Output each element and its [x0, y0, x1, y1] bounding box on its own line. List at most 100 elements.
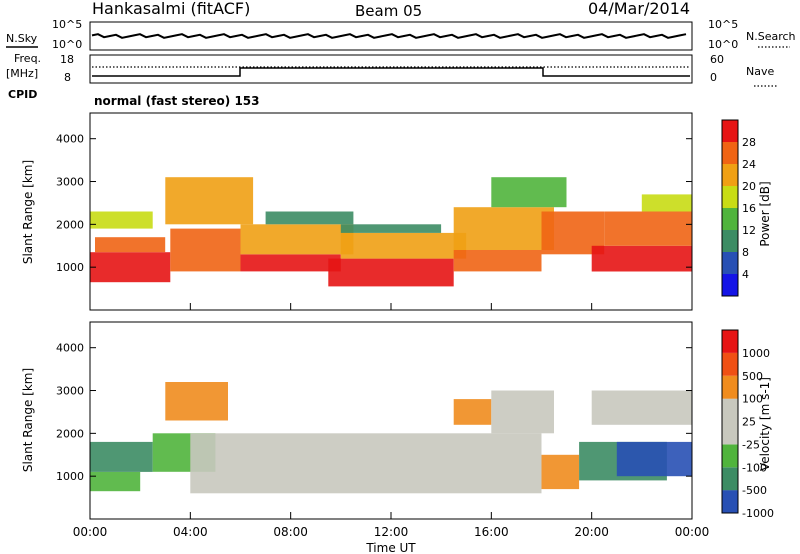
- station-title: Hankasalmi (fitACF): [92, 0, 250, 18]
- velocity-colorbar-tick: 500: [742, 370, 763, 383]
- power-colorbar-tick: 12: [742, 224, 756, 237]
- power-cell-2: [90, 211, 153, 229]
- velocity-cell-0: [90, 471, 141, 492]
- freq-tick-right-bottom: 0: [710, 71, 717, 84]
- freq-label-1: Freq.: [14, 52, 41, 65]
- colorbar-band: [722, 330, 738, 353]
- power-colorbar-tick: 4: [742, 268, 749, 281]
- velocity-colorbar-tick: -1000: [742, 507, 774, 520]
- velocity-cell-5: [453, 399, 492, 425]
- power-cell-13: [491, 177, 567, 208]
- colorbar-band: [722, 230, 738, 252]
- velocity-y-label: Slant Range [km]: [21, 368, 35, 472]
- velocity-colorbar-tick: -25: [742, 438, 760, 451]
- x-axis: 00:00 04:00 08:00 12:00 16:00 20:00 00:00: [73, 303, 710, 539]
- beam-title: Beam 05: [355, 2, 422, 20]
- colorbar-frame: [721, 329, 739, 514]
- colorbar-frame: [721, 119, 739, 297]
- noise-tick-right-bottom: 10^0: [708, 38, 738, 51]
- y-tick-label: 1000: [56, 261, 84, 274]
- y-tick-label: 2000: [56, 218, 84, 231]
- freq-tick-left-top: 18: [60, 53, 74, 66]
- velocity-colorbar-tick: -100: [742, 461, 767, 474]
- cpid-label: CPID: [8, 88, 37, 101]
- colorbar-band: [722, 142, 738, 164]
- power-y-axis: 1000 2000 3000 4000: [56, 133, 692, 274]
- power-cell-7: [265, 211, 354, 225]
- y-tick-label: 1000: [56, 470, 84, 483]
- y-tick-label: 3000: [56, 176, 84, 189]
- power-colorbar-tick: 16: [742, 202, 756, 215]
- x-tick-label: 00:00: [675, 525, 710, 539]
- velocity-colorbar: 1000 500 100 25 -25 -100 -500 -1000: [721, 329, 774, 520]
- power-cell-12: [453, 207, 554, 250]
- power-cell-16: [604, 211, 692, 246]
- x-tick-label: 16:00: [474, 525, 509, 539]
- power-colorbar-label: Power [dB]: [758, 181, 772, 246]
- velocity-colorbar-tick: 25: [742, 416, 756, 429]
- velocity-heatmap: [90, 382, 693, 494]
- colorbar-band: [722, 467, 738, 491]
- colorbar-band: [722, 490, 738, 513]
- colorbar-band: [722, 274, 738, 296]
- power-cell-10: [340, 224, 442, 233]
- velocity-cell-4: [190, 433, 542, 494]
- x-tick-label: 00:00: [73, 525, 108, 539]
- y-tick-label: 2000: [56, 427, 84, 440]
- power-cell-5: [240, 254, 341, 272]
- velocity-cell-6: [491, 390, 554, 434]
- colorbar-band: [722, 186, 738, 208]
- noise-panel-frame: [89, 21, 693, 51]
- y-tick-label: 4000: [56, 342, 84, 355]
- velocity-colorbar-label: Velocity [m s-1]: [758, 377, 772, 471]
- power-cell-4: [165, 177, 254, 225]
- noise-tick-left-bottom: 10^0: [52, 38, 82, 51]
- colorbar-band: [722, 252, 738, 274]
- colorbar-band: [722, 208, 738, 230]
- noise-sky-trace: [91, 33, 687, 39]
- freq-tick-right-top: 60: [710, 53, 724, 66]
- noise-left-label: N.Sky: [6, 32, 38, 45]
- freq-trace: [92, 67, 690, 77]
- colorbar-band: [722, 352, 738, 376]
- power-cell-9: [340, 232, 467, 259]
- power-colorbar-tick: 20: [742, 180, 756, 193]
- velocity-cell-9: [616, 441, 693, 477]
- velocity-colorbar-tick: 1000: [742, 347, 770, 360]
- colorbar-band: [722, 398, 738, 422]
- colorbar-band: [722, 421, 738, 445]
- power-colorbar: 4 8 12 16 20 24 28: [721, 119, 756, 297]
- colorbar-band: [722, 444, 738, 468]
- x-tick-label: 12:00: [374, 525, 409, 539]
- power-cell-15: [591, 245, 692, 272]
- nave-label: Nave: [746, 65, 774, 78]
- noise-tick-right-top: 10^5: [708, 18, 738, 31]
- noise-right-label: N.Search: [746, 30, 796, 43]
- x-axis-label: Time UT: [365, 541, 416, 554]
- power-cell-6: [240, 224, 354, 255]
- colorbar-band: [722, 120, 738, 142]
- date-title: 04/Mar/2014: [588, 0, 690, 18]
- y-tick-label: 4000: [56, 133, 84, 146]
- power-y-label: Slant Range [km]: [21, 160, 35, 264]
- power-cell-1: [95, 237, 166, 253]
- power-cell-0: [90, 252, 171, 283]
- power-cell-17: [641, 194, 692, 212]
- velocity-colorbar-tick: 100: [742, 393, 763, 406]
- velocity-cell-7: [541, 454, 580, 490]
- velocity-cell-1: [90, 441, 153, 472]
- power-colorbar-tick: 24: [742, 158, 756, 171]
- x-tick-label: 04:00: [173, 525, 208, 539]
- noise-tick-left-top: 10^5: [52, 18, 82, 31]
- power-colorbar-tick: 28: [742, 136, 756, 149]
- cpid-mode-text: normal (fast stereo) 153: [94, 94, 260, 108]
- y-tick-label: 3000: [56, 385, 84, 398]
- freq-tick-left-bottom: 8: [64, 71, 71, 84]
- velocity-colorbar-tick: -500: [742, 484, 767, 497]
- power-cell-3: [170, 228, 241, 272]
- x-tick-label: 08:00: [273, 525, 308, 539]
- velocity-cell-10: [591, 390, 692, 425]
- power-cell-8: [328, 258, 454, 287]
- power-colorbar-tick: 8: [742, 246, 749, 259]
